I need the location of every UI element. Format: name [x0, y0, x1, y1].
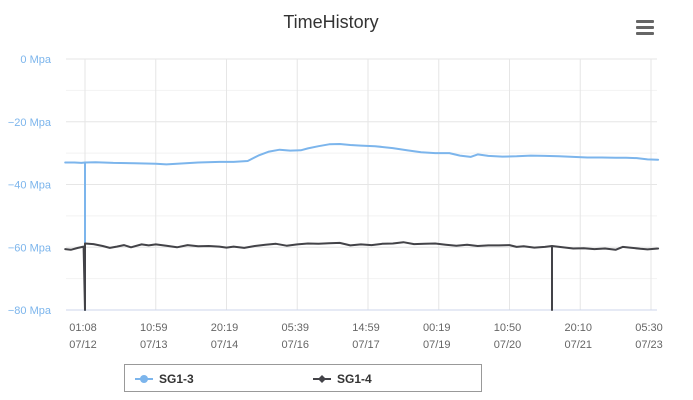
chart-plot: 0 Mpa−20 Mpa−40 Mpa−60 Mpa−80 Mpa 01:080…	[8, 54, 663, 351]
x-tick-label-time: 10:59	[140, 322, 168, 334]
legend-item-sg1-4[interactable]: SG1-4	[313, 371, 372, 387]
x-tick-label-time: 20:10	[564, 322, 592, 334]
x-tick-label-date: 07/17	[352, 339, 380, 351]
x-tick-label-date: 07/23	[635, 339, 663, 351]
x-tick-label-date: 07/16	[281, 339, 309, 351]
x-tick-label-date: 07/20	[494, 339, 522, 351]
x-tick-label-time: 20:19	[211, 322, 239, 334]
legend-marker-diamond-icon	[313, 375, 331, 383]
legend-marker-circle-icon	[135, 375, 153, 383]
legend-label-sg1-3: SG1-3	[159, 372, 194, 386]
x-tick-label-date: 07/12	[69, 339, 97, 351]
legend-label-sg1-4: SG1-4	[337, 372, 372, 386]
series-line-sg1-3[interactable]	[64, 143, 660, 311]
x-axis-labels: 01:08 07/12 10:59 07/13 20:19 07/14 05:39 07/16…	[69, 322, 663, 351]
series-lines	[64, 143, 660, 311]
x-tick-label-date: 07/21	[564, 339, 592, 351]
y-tick-label: −80 Mpa	[8, 305, 52, 317]
hamburger-menu-icon	[636, 20, 654, 23]
y-axis-labels: 0 Mpa −20 Mpa −40 Mpa −60 Mpa −80 Mpa	[8, 54, 52, 317]
y-tick-label: −40 Mpa	[8, 180, 52, 192]
series-line-sg1-4[interactable]	[64, 241, 660, 311]
x-tick-label-date: 07/13	[140, 339, 168, 351]
x-tick-label-time: 10:50	[494, 322, 522, 334]
grid	[66, 58, 657, 311]
x-tick-label-time: 00:19	[423, 322, 451, 334]
chart-menu-button[interactable]	[636, 20, 654, 36]
hamburger-menu-icon-bar	[636, 32, 654, 35]
x-tick-label-date: 07/19	[423, 339, 451, 351]
chart-title: TimeHistory	[283, 12, 379, 32]
x-tick-label-time: 01:08	[69, 322, 97, 334]
legend-item-sg1-3[interactable]: SG1-3	[135, 371, 194, 387]
x-tick-label-time: 05:30	[635, 322, 663, 334]
x-tick-label-time: 14:59	[352, 322, 380, 334]
y-tick-label: −60 Mpa	[8, 242, 52, 254]
y-tick-label: −20 Mpa	[8, 117, 52, 129]
hamburger-menu-icon-bar	[636, 26, 654, 29]
y-tick-label: 0 Mpa	[20, 54, 51, 66]
x-tick-label-date: 07/14	[211, 339, 239, 351]
chart-legend: SG1-3 SG1-4	[124, 364, 482, 392]
x-tick-label-time: 05:39	[281, 322, 309, 334]
